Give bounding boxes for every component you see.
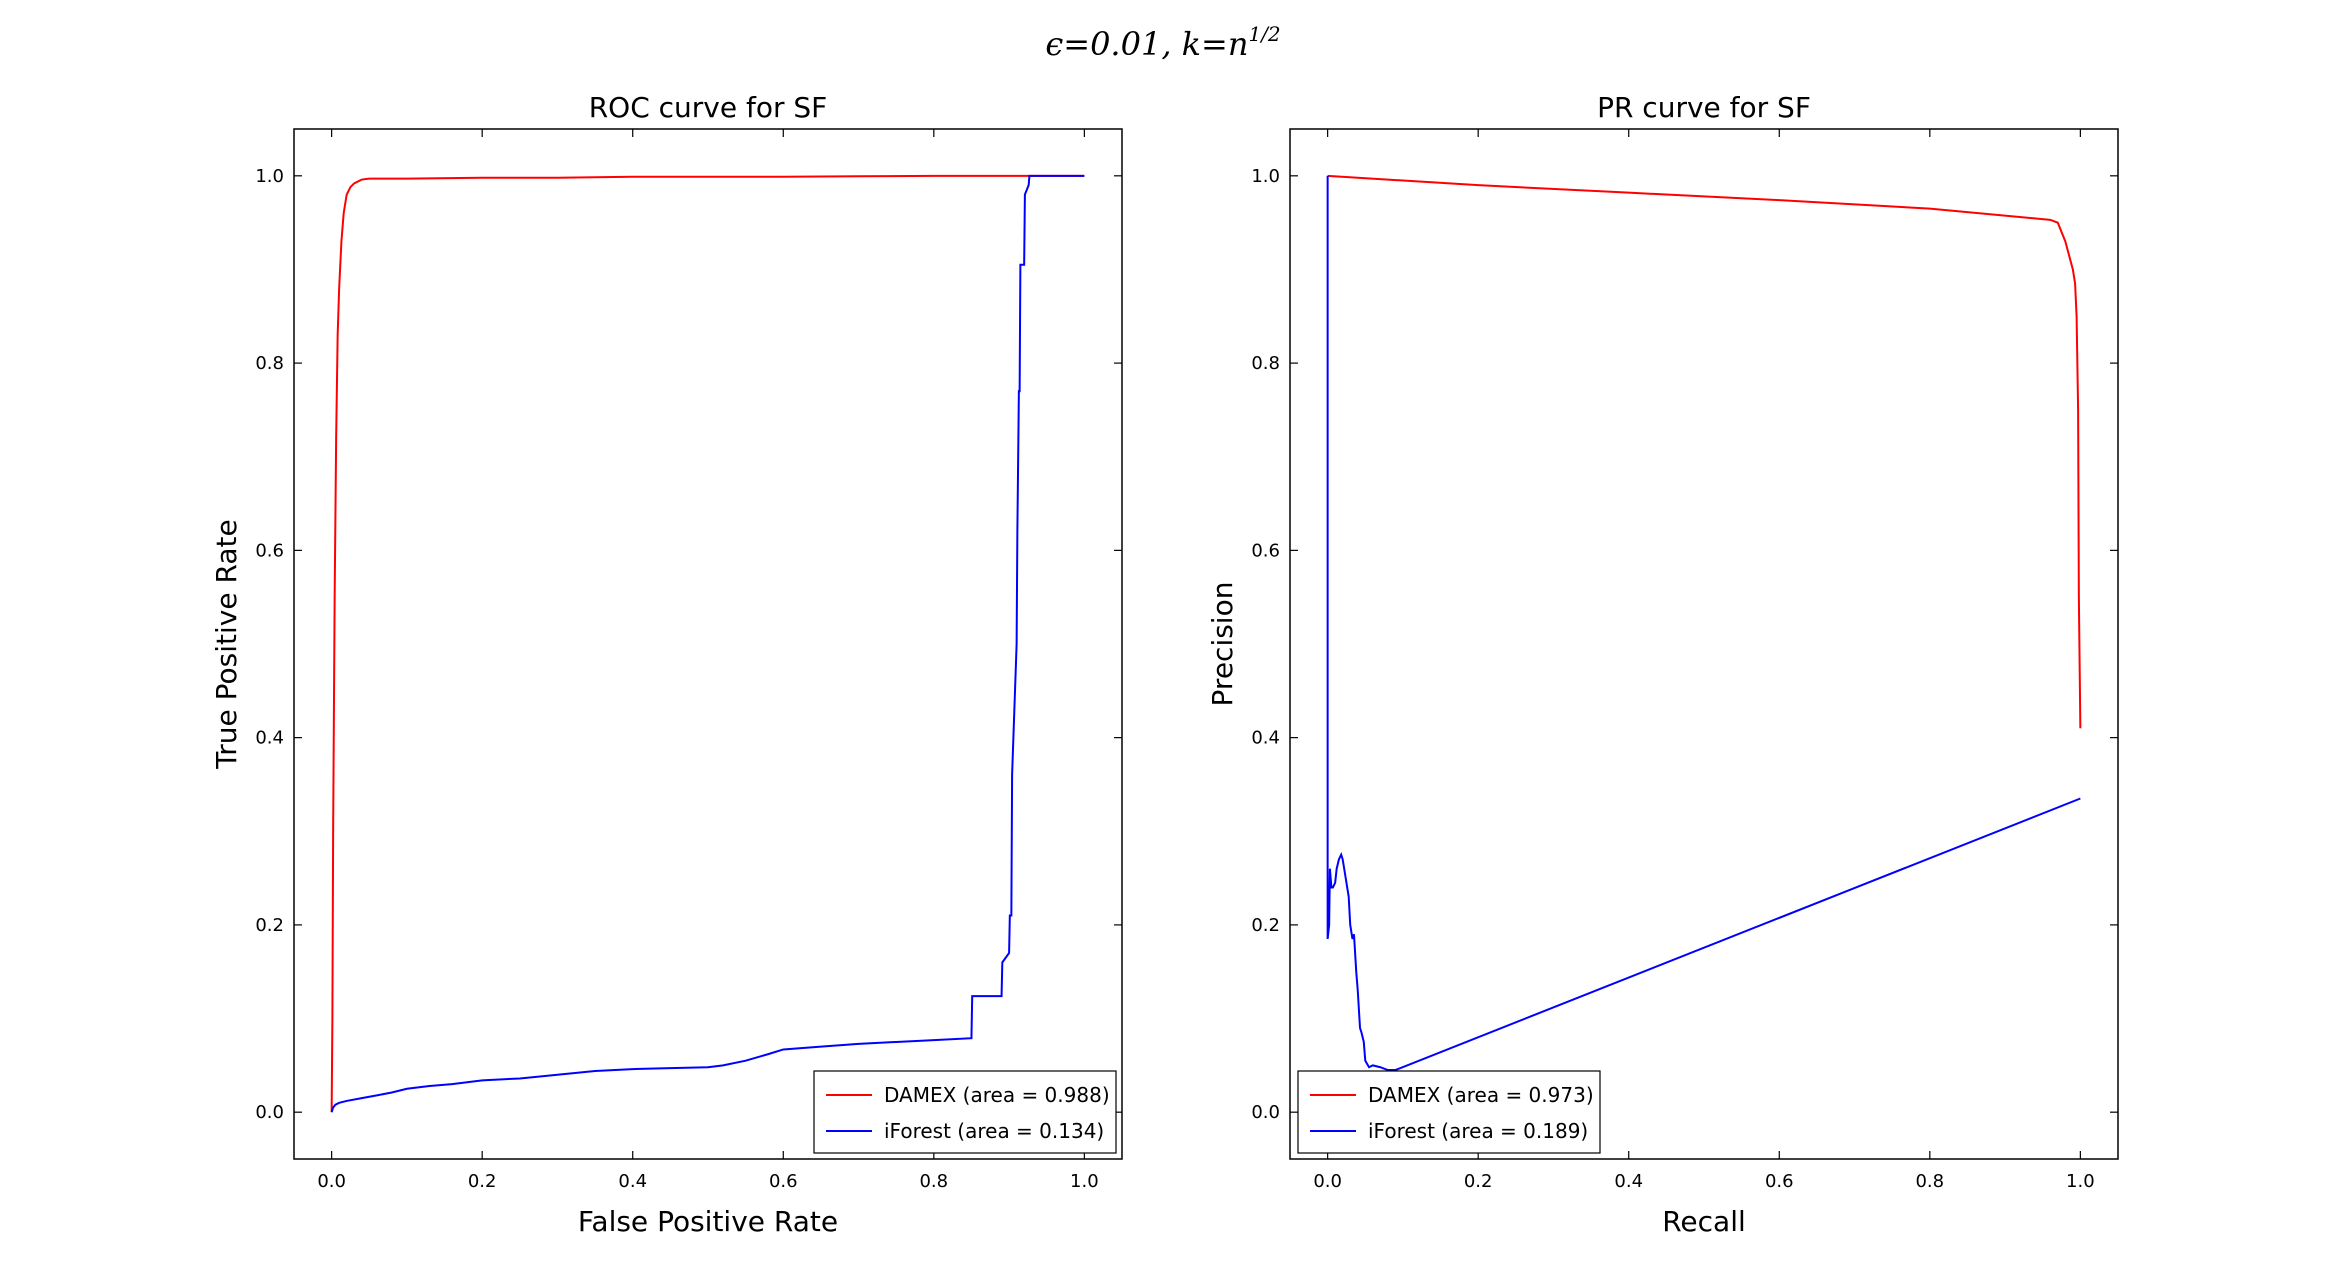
roc-ytick-label: 0.8 (255, 353, 284, 374)
pr-series-damex-line (1327, 174, 2082, 729)
k-equals: =n (1201, 25, 1249, 63)
roc-ytick-label: 0.4 (255, 728, 284, 749)
pr-xtick-label: 0.0 (1313, 1171, 1342, 1192)
pr-xtick-label: 0.8 (1915, 1171, 1944, 1192)
pr-axes: 0.0 0.2 0.4 0.6 0.8 1.0 0.0 0.2 0.4 0.6 0.8 1.0 PR c… (1206, 91, 2119, 1238)
pr-chart-title: PR curve for SF (1597, 91, 1811, 124)
pr-ytick-label: 0.2 (1251, 915, 1280, 936)
roc-series-iforest-line (330, 174, 1085, 1113)
roc-y-axis-label: True Positive Rate (210, 519, 243, 769)
roc-axes: 0.0 0.2 0.4 0.6 0.8 1.0 0.0 0.2 0.4 0.6 0.8 1.0 ROC … (210, 91, 1123, 1238)
pr-y-axis-label: Precision (1206, 582, 1239, 707)
pr-ytick-label: 1.0 (1251, 166, 1280, 187)
roc-legend-label-iforest: iForest (area = 0.134) (884, 1119, 1104, 1143)
roc-xtick-label: 0.6 (769, 1171, 798, 1192)
roc-legend-box (813, 1070, 1117, 1154)
pr-legend-label-iforest: iForest (area = 0.189) (1368, 1119, 1588, 1143)
figure-suptitle: ϵ=0.01, k=n1/2 (0, 22, 2326, 63)
k-exponent: 1/2 (1248, 22, 1281, 46)
pr-xtick-label: 0.2 (1464, 1171, 1493, 1192)
pr-legend-box (1297, 1070, 1601, 1154)
roc-series-damex-line (330, 174, 1085, 1113)
roc-legend-label-damex: DAMEX (area = 0.988) (884, 1083, 1110, 1107)
roc-xtick-label: 1.0 (1070, 1171, 1099, 1192)
roc-plot-frame (293, 128, 1123, 1160)
roc-x-axis-label: False Positive Rate (578, 1205, 838, 1238)
roc-legend: DAMEX (area = 0.988) iForest (area = 0.13… (813, 1070, 1117, 1154)
roc-xtick-label: 0.2 (468, 1171, 497, 1192)
roc-chart-title: ROC curve for SF (589, 91, 828, 124)
roc-ytick-label: 0.0 (255, 1102, 284, 1123)
pr-plot-frame (1289, 128, 2119, 1160)
pr-legend-label-damex: DAMEX (area = 0.973) (1368, 1083, 1594, 1107)
pr-ytick-label: 0.0 (1251, 1102, 1280, 1123)
pr-xtick-label: 0.4 (1614, 1171, 1643, 1192)
pr-series-iforest-line (1326, 175, 2081, 1072)
roc-xtick-label: 0.0 (317, 1171, 346, 1192)
roc-xtick-label: 0.8 (919, 1171, 948, 1192)
roc-ytick-label: 1.0 (255, 166, 284, 187)
pr-ytick-label: 0.8 (1251, 353, 1280, 374)
epsilon-symbol: ϵ (1045, 25, 1064, 63)
pr-xtick-label: 0.6 (1765, 1171, 1794, 1192)
epsilon-value: =0.01, (1063, 25, 1172, 63)
roc-ytick-label: 0.6 (255, 540, 284, 561)
pr-x-axis-label: Recall (1662, 1205, 1746, 1238)
roc-ytick-label: 0.2 (255, 915, 284, 936)
pr-ytick-label: 0.6 (1251, 540, 1280, 561)
pr-legend: DAMEX (area = 0.973) iForest (area = 0.18… (1297, 1070, 1601, 1154)
roc-xtick-label: 0.4 (618, 1171, 647, 1192)
pr-xtick-label: 1.0 (2066, 1171, 2095, 1192)
k-symbol: k (1181, 25, 1202, 63)
pr-ytick-label: 0.4 (1251, 728, 1280, 749)
